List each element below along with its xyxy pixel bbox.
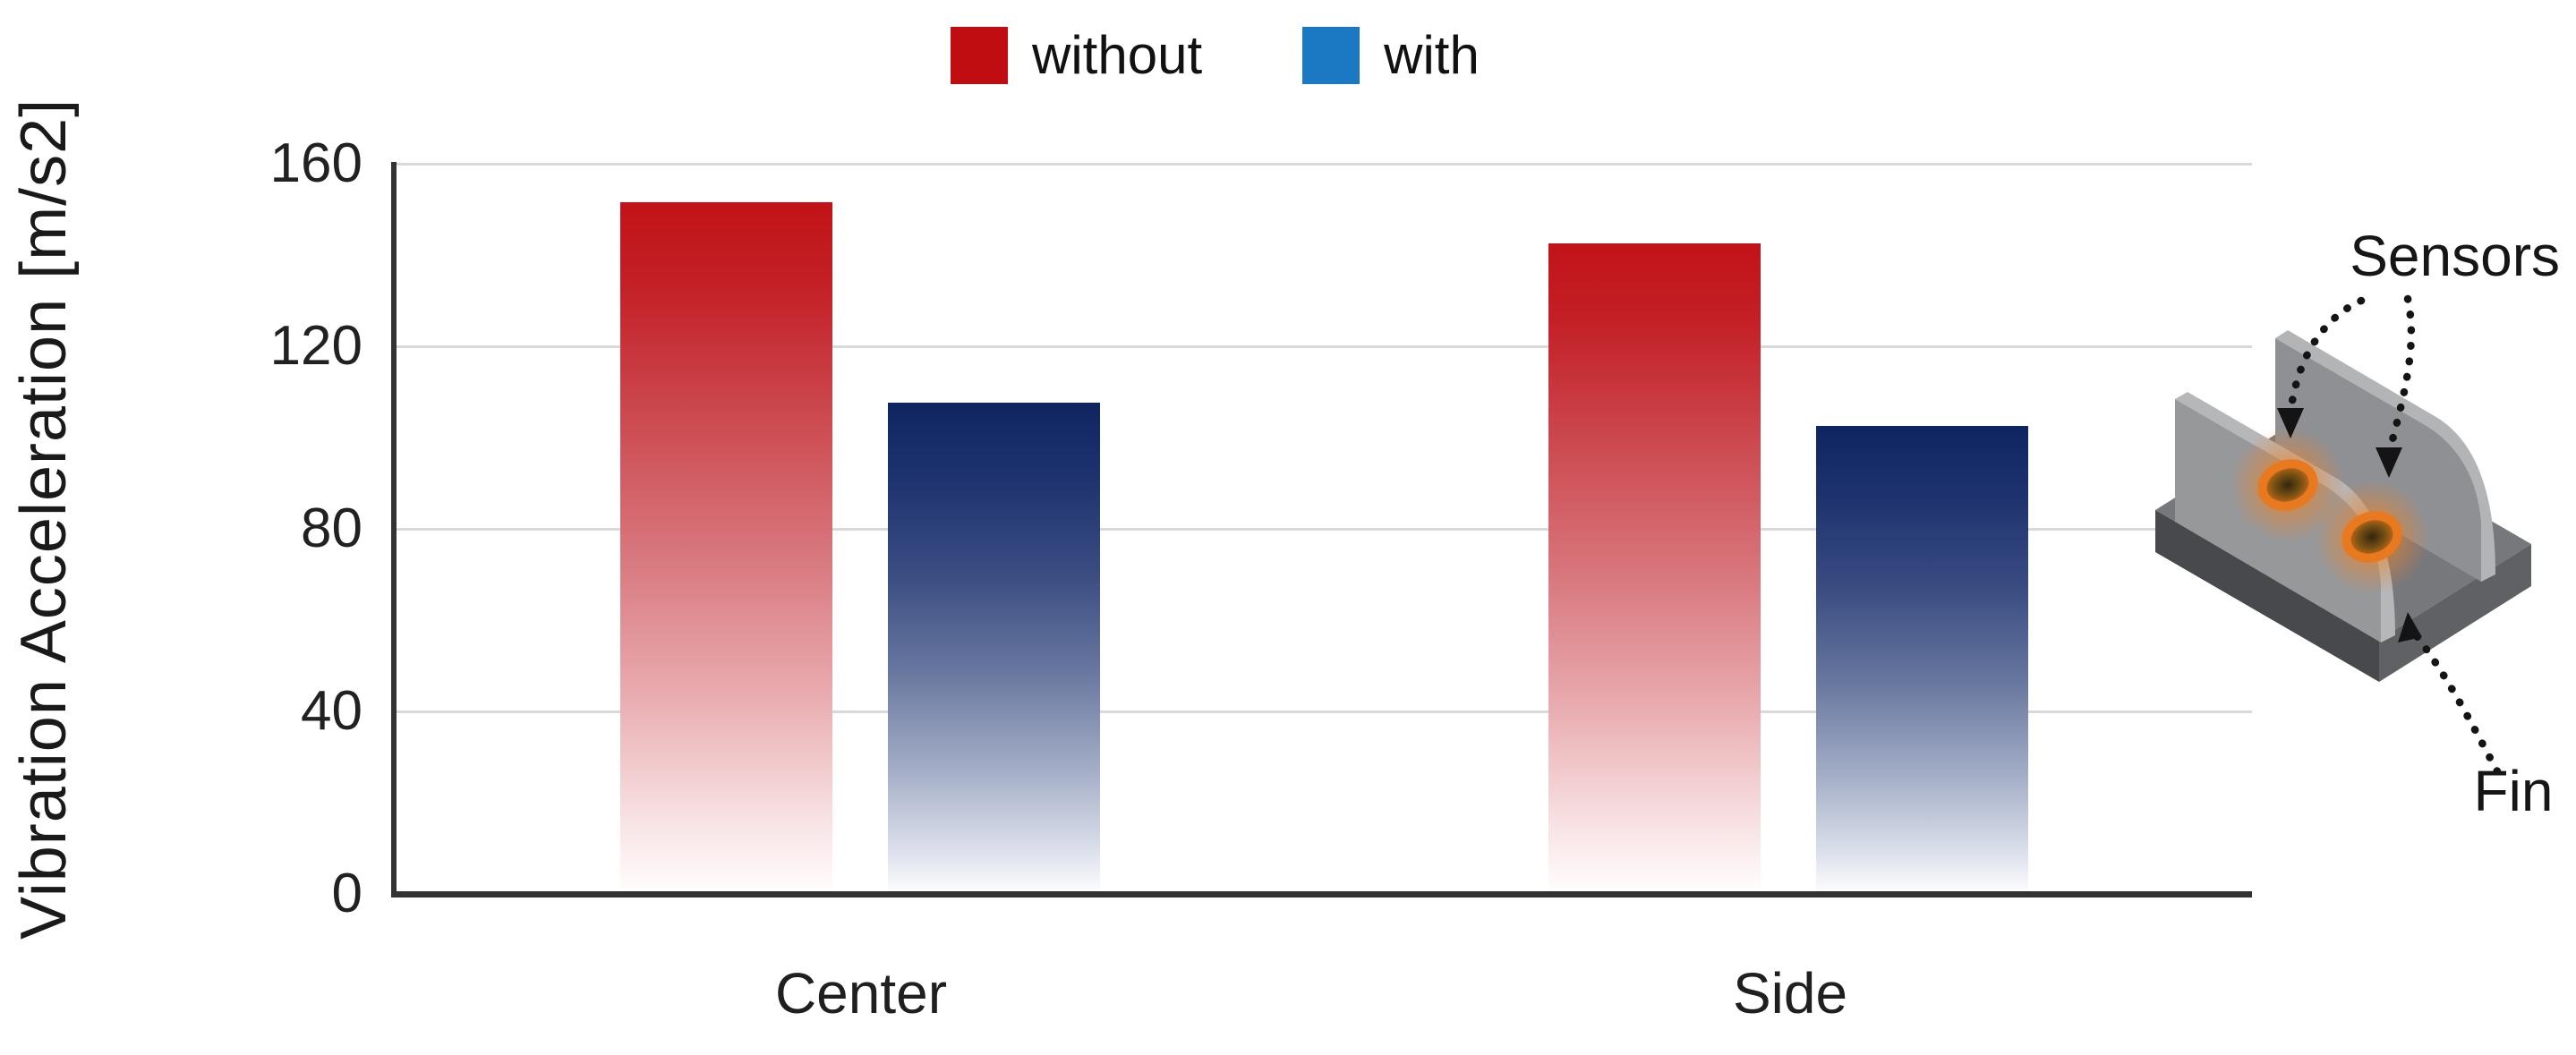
legend-swatch-with <box>1302 27 1361 84</box>
sensor-ring <box>2257 459 2318 511</box>
fin-arrow <box>2410 629 2502 776</box>
x-axis-line <box>391 891 2252 898</box>
gridline-40 <box>397 710 2252 713</box>
arrowhead-sensor-2 <box>2376 447 2402 478</box>
base-right-face <box>2379 544 2531 682</box>
legend-label-without: without <box>1032 25 1203 85</box>
sensor-spot-2 <box>2315 480 2429 594</box>
legend-swatch-without <box>951 27 1008 84</box>
y-tick-label-120: 120 <box>269 315 363 377</box>
sensor-ring <box>2341 511 2402 563</box>
fin-sensor-illustration: Sensors Fin <box>2155 224 2560 823</box>
arrowhead-sensor-1 <box>2277 408 2304 438</box>
sensor-arrow-1 <box>2286 296 2366 418</box>
sensor-arrow-2 <box>2384 294 2416 457</box>
far-fin <box>2275 330 2495 582</box>
y-tick-label-0: 0 <box>331 863 363 924</box>
bar-side-without <box>1548 242 1761 891</box>
sensors-label: Sensors <box>2350 224 2560 288</box>
gridline-120 <box>397 345 2252 348</box>
y-tick-label-40: 40 <box>301 680 363 742</box>
category-label-side: Side <box>1732 961 1848 1025</box>
gridline-80 <box>397 527 2252 531</box>
arrowhead-fin <box>2398 612 2422 642</box>
legend: without with <box>951 27 1480 84</box>
category-label-center: Center <box>774 961 948 1025</box>
legend-label-with: with <box>1384 25 1480 85</box>
y-tick-label-80: 80 <box>301 498 363 559</box>
bar-side-with <box>1815 425 2028 891</box>
gridline-160 <box>397 162 2252 166</box>
legend-item-with: with <box>1302 27 1480 84</box>
bar-center-with <box>887 403 1100 891</box>
fin-label: Fin <box>2474 759 2554 823</box>
bar-center-without <box>619 201 832 891</box>
legend-item-without: without <box>951 27 1202 84</box>
y-tick-label-160: 160 <box>269 132 363 194</box>
sensor-spot-1 <box>2231 428 2345 542</box>
base-front-face <box>2155 510 2379 682</box>
y-axis-line <box>391 162 397 898</box>
